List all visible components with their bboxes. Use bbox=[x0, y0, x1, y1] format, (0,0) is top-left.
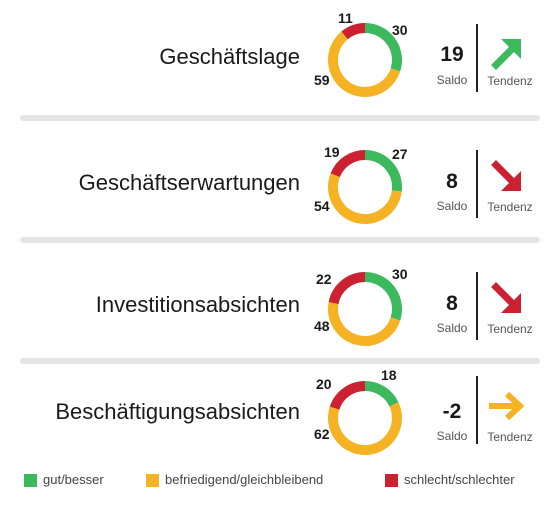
trend-arrow-down-icon bbox=[491, 160, 521, 191]
indicator-title: Investitionsabsichten bbox=[95, 292, 300, 317]
tendenz-label: Tendenz bbox=[487, 322, 533, 336]
tendenz-label: Tendenz bbox=[487, 200, 533, 214]
row-divider bbox=[20, 115, 540, 121]
donut-segment-schlecht bbox=[341, 23, 366, 40]
donut-chart bbox=[328, 23, 402, 97]
indicator-row-geschaeftserwartungen: Geschäftserwartungen 27 54 19 8 Saldo Te… bbox=[0, 122, 559, 237]
value-label-befriedigend: 48 bbox=[314, 318, 330, 334]
donut-segment-schlecht bbox=[328, 272, 366, 305]
donut-segment-befriedigend bbox=[328, 173, 402, 224]
saldo-value: 8 bbox=[446, 292, 458, 315]
donut-segment-befriedigend bbox=[328, 31, 401, 97]
legend-swatch bbox=[385, 474, 398, 487]
legend-label: befriedigend/gleichbleibend bbox=[165, 472, 324, 487]
legend-swatch bbox=[146, 474, 159, 487]
saldo-value: -2 bbox=[442, 400, 462, 423]
donut-segment-gut bbox=[364, 272, 402, 321]
saldo-label: Saldo bbox=[436, 199, 468, 213]
trend-arrow-up-icon bbox=[491, 39, 521, 70]
value-label-schlecht: 20 bbox=[316, 376, 332, 392]
donut-chart bbox=[328, 150, 402, 224]
donut-segment-gut bbox=[364, 150, 402, 192]
row-divider bbox=[20, 237, 540, 243]
trend-arrow-right-icon bbox=[489, 391, 525, 421]
separator-line bbox=[476, 376, 478, 444]
value-label-schlecht: 22 bbox=[316, 271, 332, 287]
indicator-title: Geschäftserwartungen bbox=[78, 170, 300, 195]
legend-swatch bbox=[24, 474, 37, 487]
trend-arrow-down-icon bbox=[491, 282, 521, 313]
saldo-value: 8 bbox=[446, 170, 458, 193]
separator-line bbox=[476, 24, 478, 92]
tendenz-label: Tendenz bbox=[487, 74, 533, 88]
tendenz-label: Tendenz bbox=[487, 430, 533, 444]
indicator-title: Beschäftigungsabsichten bbox=[55, 399, 300, 424]
row-divider bbox=[20, 358, 540, 364]
indicator-row-geschaeftslage: Geschäftslage 30 59 11 19 Saldo Tendenz bbox=[0, 0, 559, 115]
value-label-gut: 30 bbox=[392, 266, 408, 282]
donut-segment-gut bbox=[364, 381, 399, 407]
legend-label: schlecht/schlechter bbox=[404, 472, 515, 487]
value-label-befriedigend: 62 bbox=[314, 426, 330, 442]
value-label-befriedigend: 59 bbox=[314, 72, 330, 88]
value-label-gut: 27 bbox=[392, 146, 408, 162]
separator-line bbox=[476, 150, 478, 218]
saldo-label: Saldo bbox=[436, 73, 468, 87]
saldo-label: Saldo bbox=[436, 321, 468, 335]
chart-legend: gut/besser befriedigend/gleichbleibend s… bbox=[24, 472, 554, 492]
donut-chart bbox=[328, 381, 402, 456]
indicator-title: Geschäftslage bbox=[159, 44, 300, 69]
donut-segment-schlecht bbox=[329, 381, 366, 410]
donut-segment-gut bbox=[364, 23, 402, 72]
saldo-value: 19 bbox=[440, 43, 464, 66]
donut-segment-befriedigend bbox=[328, 302, 401, 346]
indicator-row-beschaeftigungsabsichten: Beschäftigungsabsichten 18 62 20 -2 Sald… bbox=[0, 364, 559, 469]
legend-label: gut/besser bbox=[43, 472, 104, 487]
value-label-schlecht: 11 bbox=[338, 10, 353, 26]
donut-segment-schlecht bbox=[330, 150, 366, 178]
saldo-label: Saldo bbox=[436, 429, 468, 443]
separator-line bbox=[476, 272, 478, 340]
value-label-gut: 18 bbox=[381, 367, 397, 383]
value-label-gut: 30 bbox=[392, 22, 408, 38]
donut-segment-befriedigend bbox=[328, 402, 402, 456]
value-label-befriedigend: 54 bbox=[314, 198, 330, 214]
value-label-schlecht: 19 bbox=[324, 144, 340, 160]
indicator-row-investitionsabsichten: Investitionsabsichten 30 48 22 8 Saldo T… bbox=[0, 244, 559, 359]
donut-chart bbox=[328, 272, 402, 346]
